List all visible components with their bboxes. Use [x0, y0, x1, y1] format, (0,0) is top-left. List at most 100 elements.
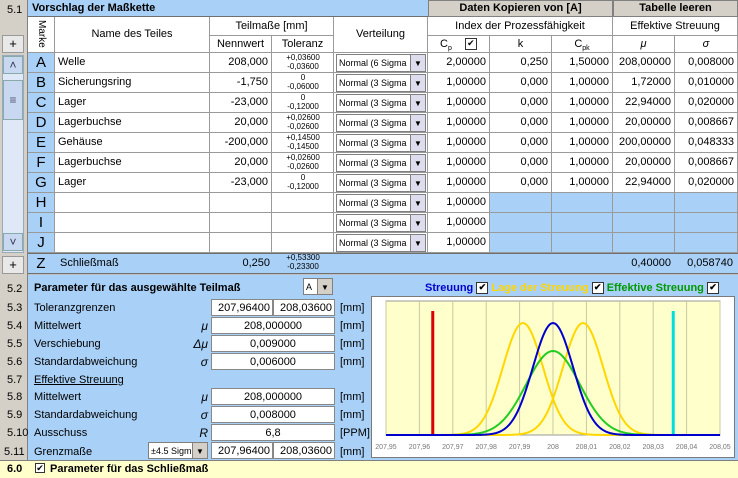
toleranz-cell[interactable] [272, 113, 334, 133]
cp-input[interactable]: 1,00000 [428, 153, 490, 173]
part-name-input[interactable]: Welle [55, 53, 210, 73]
k-input[interactable]: 0,000 [490, 133, 552, 153]
part-name-input[interactable]: Lager [55, 173, 210, 193]
part-name-input[interactable]: Gehäuse [55, 133, 210, 153]
add-row-bottom-button[interactable]: + [2, 256, 24, 274]
cp-label: C [440, 38, 448, 50]
cp-input[interactable]: 1,00000 [428, 93, 490, 113]
selected-part-dropdown[interactable]: A ▼ [303, 278, 333, 295]
k-input[interactable] [490, 193, 552, 213]
nennwert-input[interactable]: 208,000 [210, 53, 272, 73]
part-name-input[interactable] [55, 213, 210, 233]
cpk-input[interactable] [552, 193, 613, 213]
cpk-input[interactable] [552, 233, 613, 253]
cp-checkbox[interactable]: ✔ [464, 38, 477, 51]
cpk-input[interactable]: 1,00000 [552, 73, 613, 93]
chevron-down-icon[interactable]: ▼ [410, 195, 425, 211]
grenz-sigma-select[interactable]: ±4.5 Sigm ▼ [148, 442, 208, 459]
nennwert-input[interactable] [210, 193, 272, 213]
distribution-select[interactable]: Normal (3 Sigma ▼ [336, 234, 426, 252]
toleranz-cell[interactable] [272, 173, 334, 193]
scroll-down-button[interactable]: ˅ [3, 233, 23, 251]
cpk-input[interactable]: 1,00000 [552, 153, 613, 173]
toleranz-cell[interactable] [272, 193, 334, 213]
toleranz-cell[interactable] [272, 53, 334, 73]
cp-input[interactable]: 1,00000 [428, 113, 490, 133]
cp-input[interactable]: 2,00000 [428, 53, 490, 73]
chevron-down-icon[interactable]: ▼ [410, 135, 425, 151]
scroll-thumb[interactable]: ≡ [3, 80, 23, 120]
eff-checkbox[interactable]: ✔ [706, 282, 719, 295]
distribution-select[interactable]: Normal (3 Sigma ▼ [336, 94, 426, 112]
k-input[interactable]: 0,000 [490, 113, 552, 133]
cpk-input[interactable]: 1,00000 [552, 173, 613, 193]
nennwert-input[interactable] [210, 213, 272, 233]
distribution-select[interactable]: Normal (6 Sigma ▼ [336, 54, 426, 72]
nennwert-input[interactable]: -23,000 [210, 173, 272, 193]
chevron-down-icon[interactable]: ▼ [410, 55, 425, 71]
nennwert-input[interactable]: -1,750 [210, 73, 272, 93]
cp-input[interactable]: 1,00000 [428, 73, 490, 93]
scroll-up-button[interactable]: ˄ [3, 56, 23, 74]
cpk-input[interactable]: 1,00000 [552, 133, 613, 153]
x-tick-label: 207,95 [375, 444, 397, 451]
chevron-down-icon[interactable]: ▼ [192, 443, 207, 458]
nennwert-input[interactable]: 20,000 [210, 153, 272, 173]
streuung-checkbox[interactable]: ✔ [476, 282, 489, 295]
toleranz-cell[interactable] [272, 233, 334, 253]
lage-checkbox[interactable]: ✔ [591, 282, 604, 295]
cpk-input[interactable]: 1,00000 [552, 93, 613, 113]
distribution-select[interactable]: Normal (3 Sigma ▼ [336, 194, 426, 212]
toleranz-cell[interactable] [272, 93, 334, 113]
clear-table-button[interactable]: Tabelle leeren [613, 0, 738, 17]
cpk-input[interactable]: 1,50000 [552, 53, 613, 73]
part-name-input[interactable] [55, 233, 210, 253]
k-input[interactable]: 0,250 [490, 53, 552, 73]
toleranz-cell[interactable] [272, 213, 334, 233]
toleranz-cell[interactable] [272, 73, 334, 93]
chevron-down-icon[interactable]: ▼ [410, 235, 425, 251]
cp-input[interactable]: 1,00000 [428, 173, 490, 193]
chevron-down-icon[interactable]: ▼ [410, 75, 425, 91]
nennwert-input[interactable] [210, 233, 272, 253]
part-name-input[interactable] [55, 193, 210, 213]
distribution-select[interactable]: Normal (3 Sigma ▼ [336, 174, 426, 192]
distribution-select[interactable]: Normal (3 Sigma ▼ [336, 214, 426, 232]
cp-input[interactable]: 1,00000 [428, 233, 490, 253]
part-name-input[interactable]: Lagerbuchse [55, 153, 210, 173]
copy-data-button[interactable]: Daten Kopieren von [A] [428, 0, 613, 17]
cpk-input[interactable]: 1,00000 [552, 113, 613, 133]
k-input[interactable] [490, 233, 552, 253]
part-name-input[interactable]: Lagerbuchse [55, 113, 210, 133]
toleranz-cell[interactable] [272, 153, 334, 173]
nennwert-input[interactable]: 20,000 [210, 113, 272, 133]
nennwert-input[interactable]: -23,000 [210, 93, 272, 113]
k-input[interactable] [490, 213, 552, 233]
chevron-down-icon[interactable]: ▼ [410, 175, 425, 191]
part-name-input[interactable]: Sicherungsring [55, 73, 210, 93]
k-input[interactable]: 0,000 [490, 153, 552, 173]
k-input[interactable]: 0,000 [490, 73, 552, 93]
chevron-down-icon[interactable]: ▼ [410, 215, 425, 231]
chevron-down-icon[interactable]: ▼ [317, 279, 332, 294]
chevron-down-icon[interactable]: ▼ [410, 155, 425, 171]
distribution-select[interactable]: Normal (3 Sigma ▼ [336, 114, 426, 132]
chevron-down-icon[interactable]: ▼ [410, 95, 425, 111]
nennwert-input[interactable]: -200,000 [210, 133, 272, 153]
distribution-select[interactable]: Normal (3 Sigma ▼ [336, 154, 426, 172]
k-input[interactable]: 0,000 [490, 173, 552, 193]
cp-input[interactable]: 1,00000 [428, 193, 490, 213]
part-name-input[interactable]: Lager [55, 93, 210, 113]
row-mark: F [36, 154, 46, 171]
distribution-select[interactable]: Normal (3 Sigma ▼ [336, 74, 426, 92]
chevron-down-icon[interactable]: ▼ [410, 115, 425, 131]
add-row-top-button[interactable]: + [2, 35, 24, 53]
section-6-checkbox[interactable]: ✔ [35, 463, 45, 473]
k-input[interactable]: 0,000 [490, 93, 552, 113]
cp-input[interactable]: 1,00000 [428, 133, 490, 153]
param-num: 5.4 [7, 320, 23, 332]
toleranz-cell[interactable] [272, 133, 334, 153]
cpk-input[interactable] [552, 213, 613, 233]
distribution-select[interactable]: Normal (3 Sigma ▼ [336, 134, 426, 152]
cp-input[interactable]: 1,00000 [428, 213, 490, 233]
